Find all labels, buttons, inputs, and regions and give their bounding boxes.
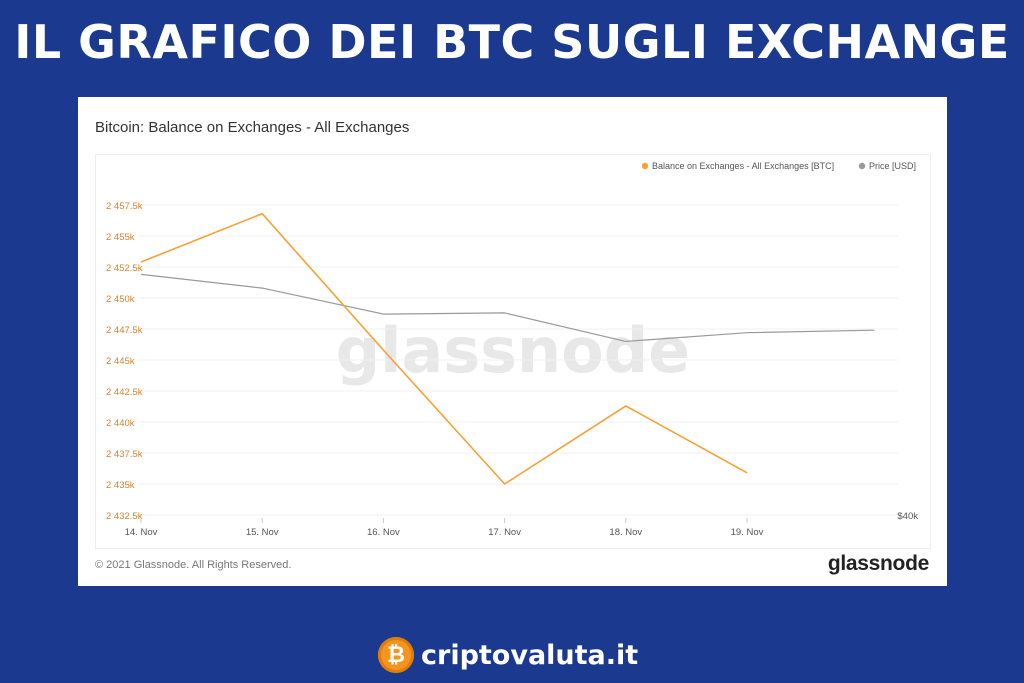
y-tick-label: 2 457.5k — [106, 201, 143, 212]
watermark-text: glassnode — [336, 314, 690, 387]
copyright-text: © 2021 Glassnode. All Rights Reserved. — [95, 559, 292, 571]
legend-item-balance-marker — [641, 162, 649, 170]
y-tick-label: 2 435k — [106, 480, 135, 491]
legend-item-balance-label: Balance on Exchanges - All Exchanges [BT… — [652, 161, 834, 171]
y-right-tick-label: $40k — [897, 511, 918, 522]
y-tick-label: 2 442.5k — [106, 387, 143, 398]
legend-item-price-label: Price [USD] — [869, 161, 916, 171]
glassnode-logo[interactable]: glassnode — [827, 552, 929, 575]
y-tick-label: 2 452.5k — [106, 263, 143, 274]
plot-frame — [95, 154, 931, 549]
y-tick-label: 2 455k — [106, 232, 135, 243]
chart-card: Bitcoin: Balance on Exchanges - All Exch… — [78, 97, 947, 586]
y-tick-label: 2 437.5k — [106, 449, 143, 460]
brand-footer[interactable]: ₿ criptovaluta.it — [378, 635, 638, 675]
legend-item-price-marker — [858, 162, 866, 170]
y-tick-label: 2 447.5k — [106, 325, 143, 336]
chart-title: Bitcoin: Balance on Exchanges - All Exch… — [95, 119, 410, 136]
x-tick-label: 17. Nov — [488, 527, 521, 538]
series-line-balance — [140, 212, 748, 485]
line-chart: glassnode 2 432.5k 2 435k 2 437.5k 2 440k 2 4… — [106, 161, 918, 538]
page-headline: IL GRAFICO DEI BTC SUGLI EXCHANGE — [14, 15, 1010, 69]
x-tick-label: 18. Nov — [609, 527, 642, 538]
y-tick-label: 2 445k — [106, 356, 135, 367]
series-line-price — [140, 273, 875, 342]
x-tick-label: 16. Nov — [367, 527, 400, 538]
x-tick-label: 19. Nov — [731, 527, 764, 538]
x-tick-label: 15. Nov — [246, 527, 279, 538]
y-tick-label: 2 432.5k — [106, 511, 143, 522]
brand-name: criptovaluta.it — [421, 639, 639, 671]
y-tick-label: 2 450k — [106, 294, 135, 305]
x-tick-label: 14. Nov — [125, 527, 158, 538]
bitcoin-coin-icon: ₿ — [378, 637, 414, 673]
y-tick-label: 2 440k — [106, 418, 135, 429]
